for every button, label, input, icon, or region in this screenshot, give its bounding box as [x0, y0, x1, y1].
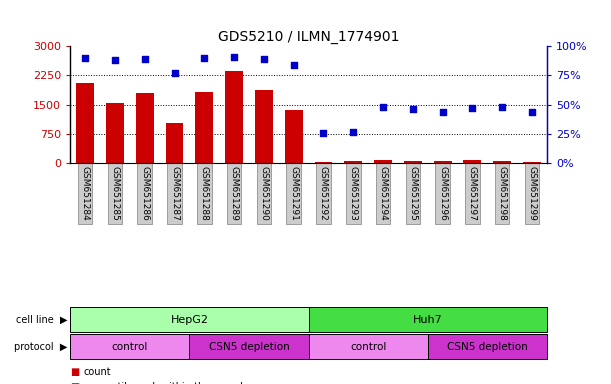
Title: GDS5210 / ILMN_1774901: GDS5210 / ILMN_1774901 — [218, 30, 400, 44]
Bar — [255, 90, 273, 163]
Point — [527, 109, 537, 115]
Bar — [106, 103, 124, 163]
Text: ■: ■ — [70, 367, 79, 377]
Text: HepG2: HepG2 — [170, 314, 208, 325]
Point — [140, 56, 150, 62]
Bar — [309, 334, 428, 359]
Text: control: control — [350, 341, 386, 352]
Bar — [345, 161, 362, 163]
Point — [229, 53, 239, 60]
Point — [259, 56, 269, 62]
Text: control: control — [112, 341, 148, 352]
Bar — [189, 334, 309, 359]
Bar — [463, 161, 481, 163]
Point — [408, 106, 418, 113]
Text: CSN5 depletion: CSN5 depletion — [208, 341, 290, 352]
Text: ■: ■ — [70, 382, 79, 384]
Bar — [70, 307, 309, 332]
Point — [378, 104, 388, 110]
Point — [80, 55, 90, 61]
Bar — [374, 160, 392, 163]
Point — [318, 130, 328, 136]
Text: protocol  ▶: protocol ▶ — [14, 341, 67, 352]
Bar — [196, 92, 213, 163]
Bar — [70, 334, 189, 359]
Bar — [493, 161, 511, 163]
Text: CSN5 depletion: CSN5 depletion — [447, 341, 528, 352]
Text: Huh7: Huh7 — [413, 314, 442, 325]
Bar — [523, 162, 541, 163]
Point — [199, 55, 209, 61]
Text: percentile rank within the sample: percentile rank within the sample — [84, 382, 249, 384]
Bar — [434, 161, 452, 163]
Bar — [285, 111, 302, 163]
Point — [110, 57, 120, 63]
Bar — [428, 334, 547, 359]
Text: cell line  ▶: cell line ▶ — [16, 314, 67, 325]
Text: count: count — [84, 367, 111, 377]
Point — [348, 129, 358, 135]
Bar — [309, 307, 547, 332]
Point — [437, 109, 447, 115]
Point — [497, 104, 507, 110]
Point — [467, 105, 477, 111]
Bar — [225, 71, 243, 163]
Bar — [315, 162, 332, 163]
Bar — [404, 161, 422, 163]
Point — [289, 62, 299, 68]
Bar — [166, 123, 183, 163]
Point — [170, 70, 180, 76]
Bar — [136, 93, 154, 163]
Bar — [76, 83, 94, 163]
